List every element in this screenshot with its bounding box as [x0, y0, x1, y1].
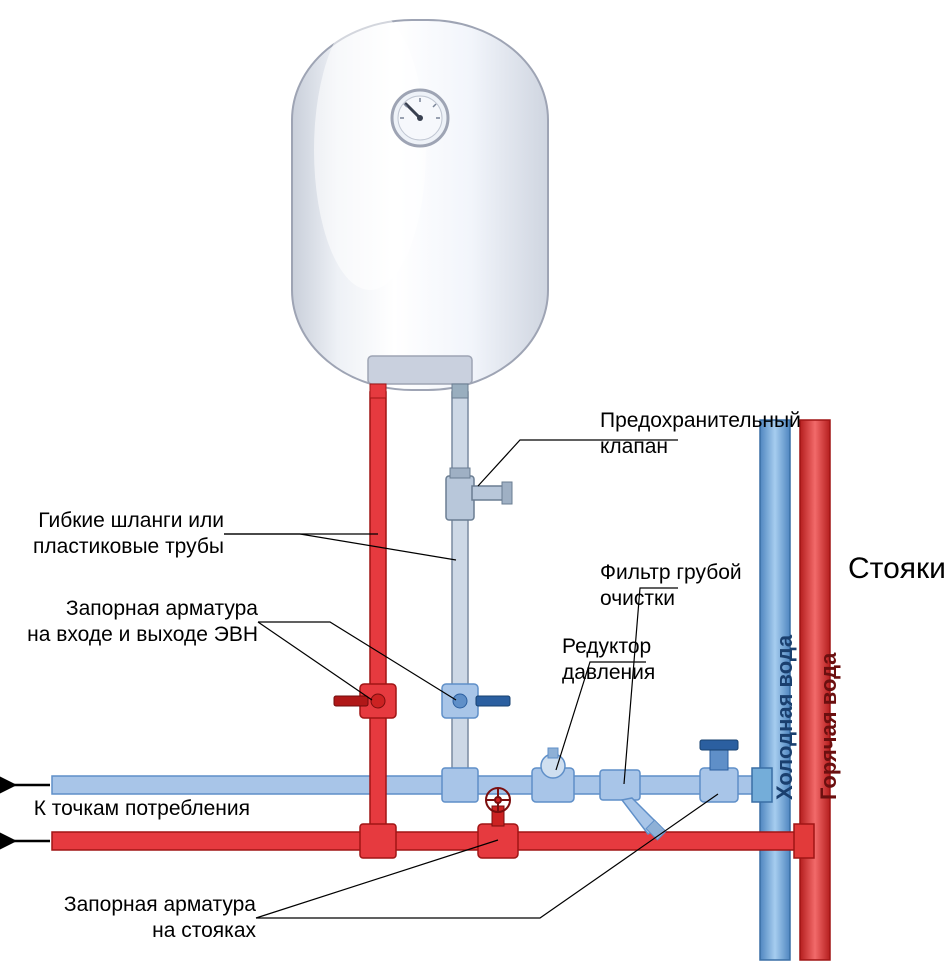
label-shutoff-risers: Запорная арматурана стояках	[0, 892, 256, 945]
tee-hot-riser	[794, 824, 814, 858]
valve-hot-drop	[334, 684, 396, 718]
cold-drop-pipe	[442, 392, 478, 802]
diagram-canvas	[0, 0, 950, 968]
cold-horizontal-pipe	[52, 776, 764, 794]
water-heater	[292, 10, 548, 398]
pressure-reducer	[532, 748, 574, 802]
gauge-icon	[392, 90, 448, 146]
label-coarse-filter: Фильтр грубойочистки	[600, 560, 820, 613]
valve-cold-riser	[700, 740, 738, 802]
valve-hot-riser	[478, 788, 518, 858]
hot-horizontal-pipe	[52, 832, 804, 850]
safety-valve	[446, 468, 512, 520]
label-to-points: К точкам потребления	[0, 796, 250, 822]
tee-cold-riser	[752, 768, 772, 802]
valve-cold-drop	[442, 684, 510, 718]
label-hot-water: Горячая вода	[816, 630, 842, 800]
label-risers-title: Стояки	[848, 552, 946, 586]
label-cold-water: Холодная вода	[772, 630, 798, 800]
label-pressure-reducer: Редуктордавления	[562, 634, 742, 687]
label-flex-hoses: Гибкие шланги илипластиковые трубы	[0, 508, 224, 561]
label-shutoff-io: Запорная арматурана входе и выходе ЭВН	[0, 596, 258, 649]
label-safety-valve: Предохранительныйклапан	[600, 408, 860, 461]
